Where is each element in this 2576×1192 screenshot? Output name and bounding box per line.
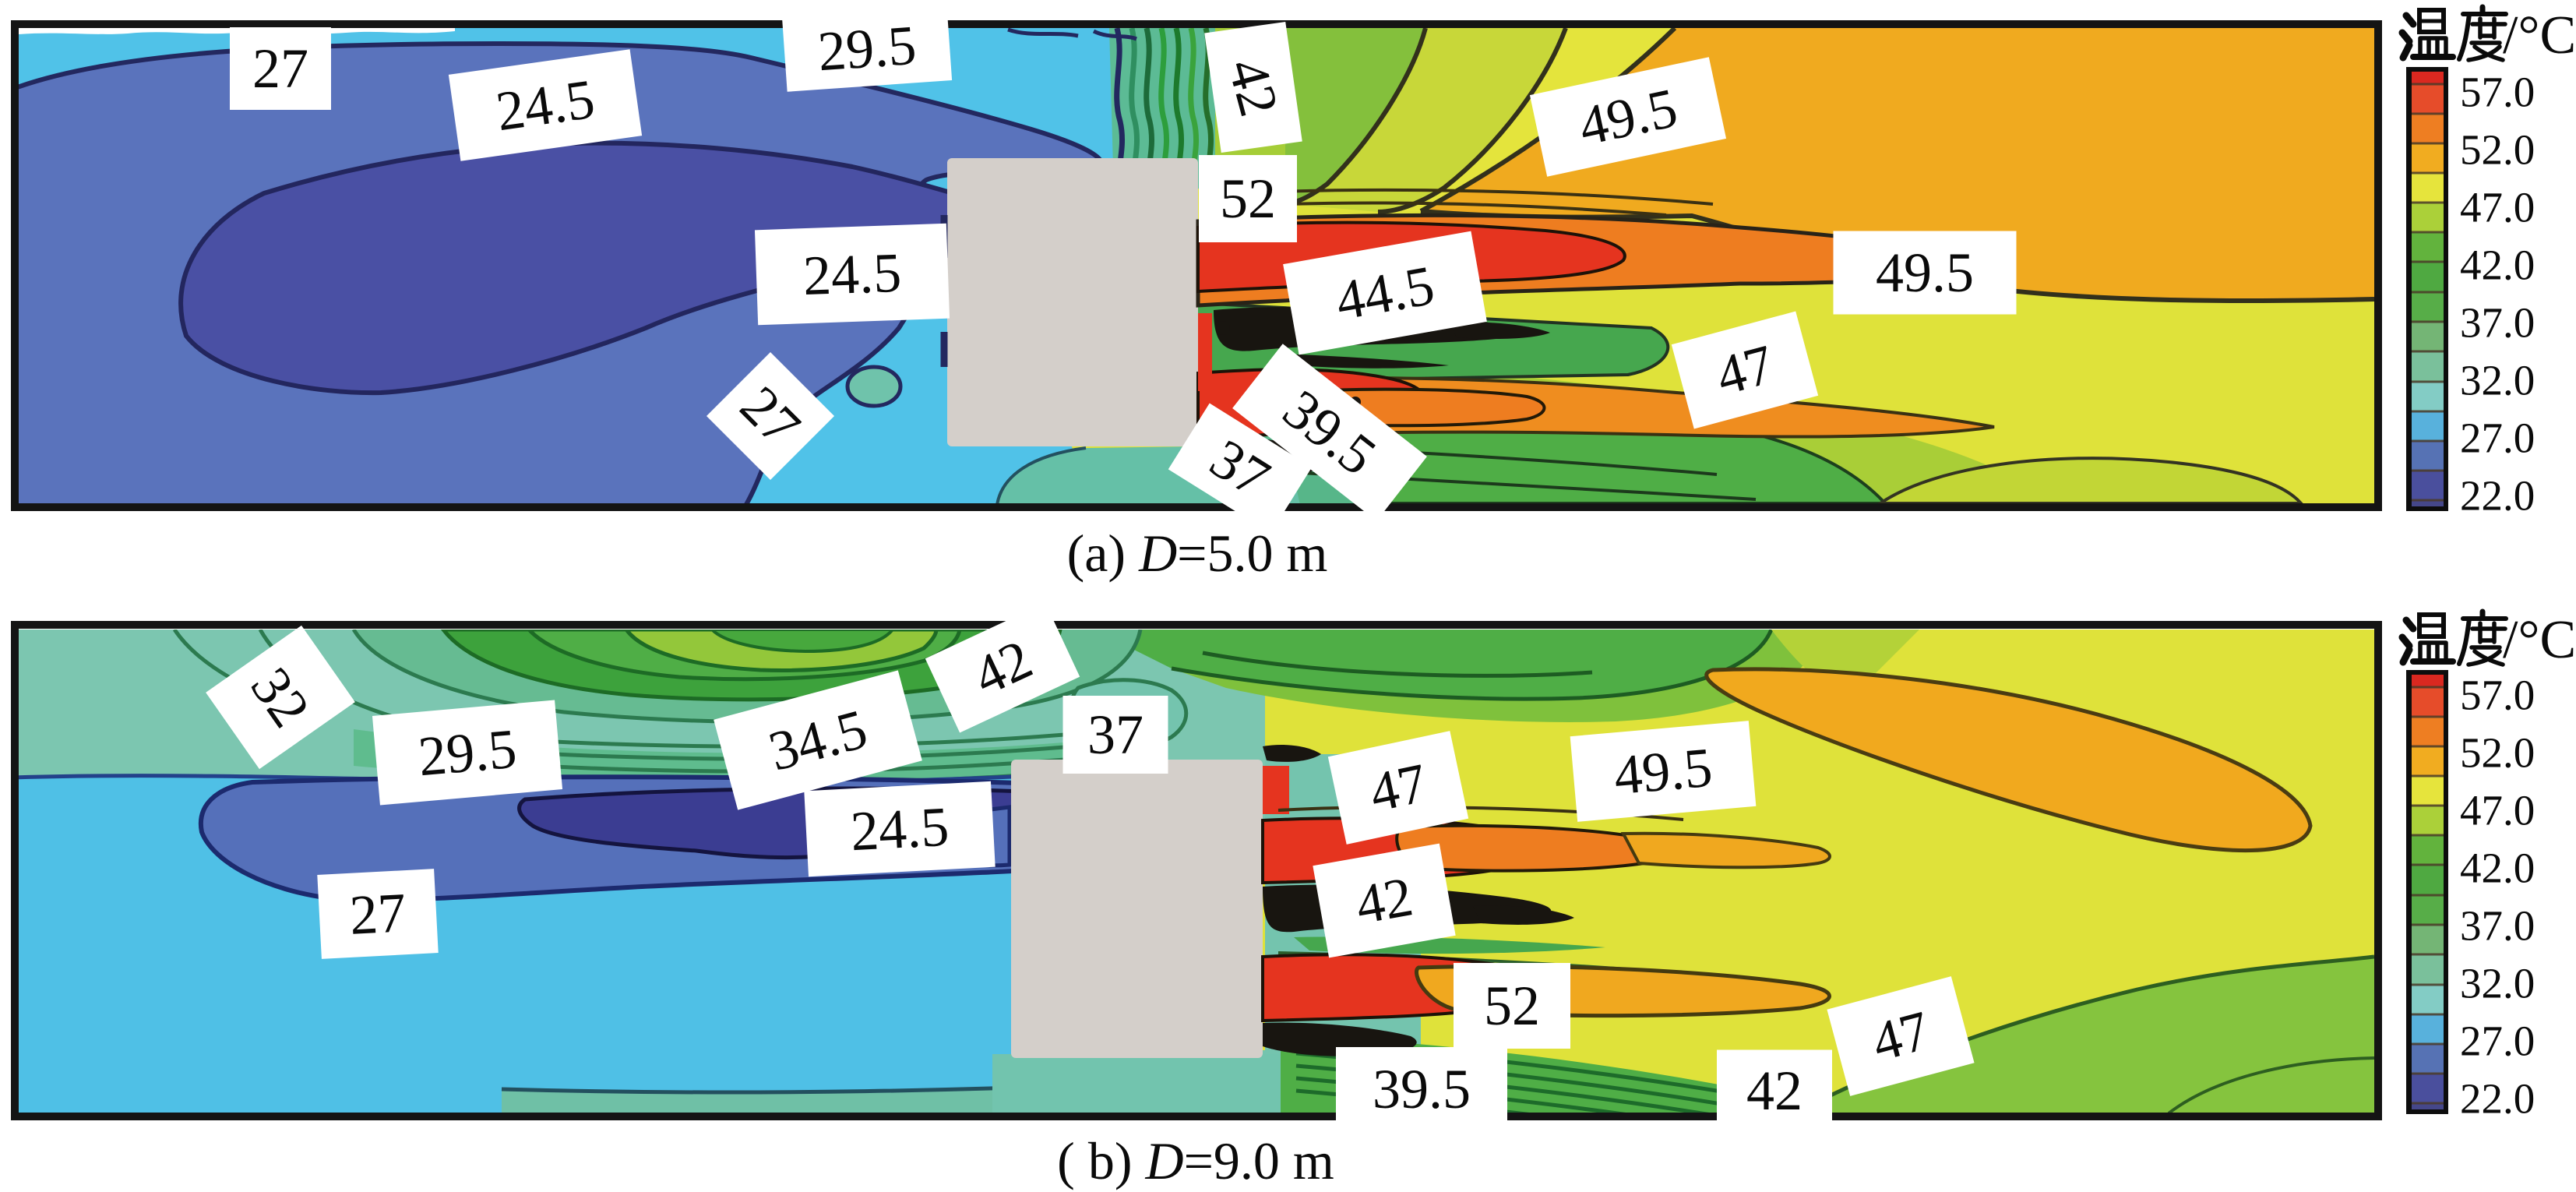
svg-text:/°C: /°C <box>2503 5 2576 65</box>
svg-text:( b) D=9.0 m: ( b) D=9.0 m <box>1057 1131 1334 1190</box>
svg-text:42: 42 <box>1351 865 1418 936</box>
svg-text:27.0: 27.0 <box>2460 414 2535 462</box>
svg-text:39.5: 39.5 <box>1373 1058 1471 1120</box>
svg-text:49.5: 49.5 <box>1876 242 1974 304</box>
svg-text:27.0: 27.0 <box>2460 1017 2535 1065</box>
svg-text:32.0: 32.0 <box>2460 960 2535 1007</box>
svg-text:42.0: 42.0 <box>2460 242 2535 289</box>
svg-text:32.0: 32.0 <box>2460 357 2535 404</box>
svg-text:22.0: 22.0 <box>2460 1075 2535 1123</box>
svg-text:27: 27 <box>348 881 407 947</box>
svg-text:24.5: 24.5 <box>492 68 598 143</box>
svg-text:42: 42 <box>1746 1060 1802 1122</box>
svg-text:52.0: 52.0 <box>2460 729 2535 777</box>
svg-text:27: 27 <box>252 37 308 100</box>
svg-text:37.0: 37.0 <box>2460 299 2535 347</box>
svg-text:52.0: 52.0 <box>2460 126 2535 174</box>
svg-text:37: 37 <box>1087 704 1144 766</box>
svg-text:(a) D=5.0 m: (a) D=5.0 m <box>1067 524 1328 583</box>
svg-text:22.0: 22.0 <box>2460 472 2535 520</box>
svg-text:47.0: 47.0 <box>2460 184 2535 231</box>
svg-text:37.0: 37.0 <box>2460 902 2535 950</box>
svg-text:47: 47 <box>1364 751 1432 823</box>
svg-text:29.5: 29.5 <box>416 718 519 788</box>
svg-text:24.5: 24.5 <box>849 795 950 862</box>
svg-text:52: 52 <box>1220 168 1276 230</box>
svg-text:42.0: 42.0 <box>2460 845 2535 892</box>
svg-text:57.0: 57.0 <box>2460 672 2535 719</box>
svg-text:47.0: 47.0 <box>2460 787 2535 834</box>
svg-text:57.0: 57.0 <box>2460 69 2535 116</box>
svg-text:52: 52 <box>1484 975 1540 1037</box>
svg-text:29.5: 29.5 <box>816 14 918 83</box>
svg-text:24.5: 24.5 <box>802 242 903 307</box>
svg-text:49.5: 49.5 <box>1612 736 1714 807</box>
svg-text:/°C: /°C <box>2503 610 2576 670</box>
